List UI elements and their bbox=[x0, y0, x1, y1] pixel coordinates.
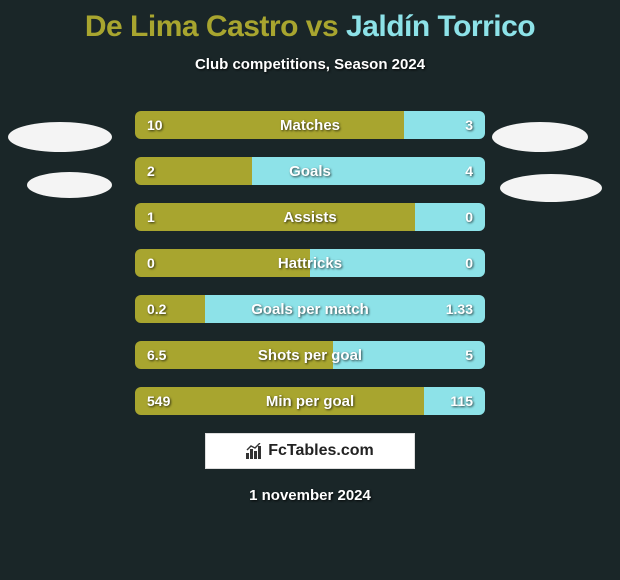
stat-label: Goals bbox=[135, 157, 485, 185]
player-right-name: Jaldín Torrico bbox=[346, 10, 535, 43]
chart-icon bbox=[246, 443, 264, 459]
player-left-name: De Lima Castro bbox=[85, 10, 298, 43]
stats-bars: Matches103Goals24Assists10Hattricks00Goa… bbox=[135, 111, 485, 415]
stat-label: Hattricks bbox=[135, 249, 485, 277]
stat-row: Hattricks0 0 bbox=[135, 249, 485, 277]
stat-value-left: 6.5 bbox=[147, 341, 166, 369]
attribution-badge: FcTables.com bbox=[205, 433, 415, 469]
stat-value-right: 5 bbox=[465, 341, 473, 369]
decorative-oval bbox=[492, 122, 588, 152]
stat-value-left: 0 bbox=[147, 249, 155, 277]
date-text: 1 november 2024 bbox=[0, 487, 620, 504]
decorative-oval bbox=[8, 122, 112, 152]
stat-value-right: 0 bbox=[465, 203, 473, 231]
vs-text: vs bbox=[298, 10, 346, 43]
stat-row: Goals2 4 bbox=[135, 157, 485, 185]
stat-label: Goals per match bbox=[135, 295, 485, 323]
stat-label: Shots per goal bbox=[135, 341, 485, 369]
stat-label: Assists bbox=[135, 203, 485, 231]
stat-value-right: 115 bbox=[450, 387, 473, 415]
stat-value-right: 0 bbox=[465, 249, 473, 277]
stat-row: Min per goal549 115 bbox=[135, 387, 485, 415]
stat-value-left: 2 bbox=[147, 157, 155, 185]
stat-value-right: 3 bbox=[465, 111, 473, 139]
stat-row: Assists1 0 bbox=[135, 203, 485, 231]
stat-row: Goals per match0.2 1.33 bbox=[135, 295, 485, 323]
stat-value-right: 1.33 bbox=[446, 295, 473, 323]
decorative-oval bbox=[27, 172, 112, 198]
stat-value-left: 0.2 bbox=[147, 295, 166, 323]
stat-value-left: 549 bbox=[147, 387, 170, 415]
stat-label: Min per goal bbox=[135, 387, 485, 415]
stat-value-left: 10 bbox=[147, 111, 163, 139]
decorative-oval bbox=[500, 174, 602, 202]
stat-label: Matches bbox=[135, 111, 485, 139]
attribution-text: FcTables.com bbox=[268, 442, 374, 460]
comparison-title: De Lima Castro vs Jaldín Torrico bbox=[0, 0, 620, 44]
stat-value-right: 4 bbox=[465, 157, 473, 185]
subtitle: Club competitions, Season 2024 bbox=[0, 56, 620, 73]
stat-row: Matches10 3 bbox=[135, 111, 485, 139]
stat-row: Shots per goal6.5 5 bbox=[135, 341, 485, 369]
stat-value-left: 1 bbox=[147, 203, 155, 231]
